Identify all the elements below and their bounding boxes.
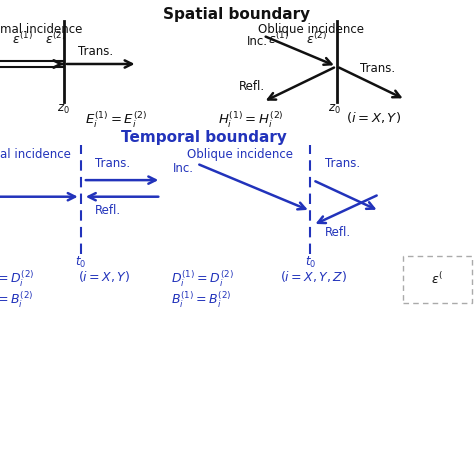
Text: $B_i^{(1)} = B_i^{(2)}$: $B_i^{(1)} = B_i^{(2)}$ xyxy=(171,290,231,310)
FancyBboxPatch shape xyxy=(403,256,472,303)
Text: Refl.: Refl. xyxy=(325,226,351,239)
Text: Refl.: Refl. xyxy=(239,80,265,93)
Text: $(i = X,Y,Z)$: $(i = X,Y,Z)$ xyxy=(280,269,347,284)
Text: $H_i^{(1)} = H_i^{(2)}$: $H_i^{(1)} = H_i^{(2)}$ xyxy=(218,110,284,130)
Text: Spatial boundary: Spatial boundary xyxy=(164,7,310,22)
Text: Inc.: Inc. xyxy=(173,162,194,175)
Text: Refl.: Refl. xyxy=(95,204,121,218)
Text: $z_0$: $z_0$ xyxy=(328,103,341,117)
Text: al incidence: al incidence xyxy=(0,148,71,161)
Text: $(i = X,Y)$: $(i = X,Y)$ xyxy=(346,110,401,125)
Text: $\varepsilon^{(1)}$: $\varepsilon^{(1)}$ xyxy=(268,31,289,47)
Text: Oblique incidence: Oblique incidence xyxy=(187,148,293,161)
Text: $= B_i^{(2)}$: $= B_i^{(2)}$ xyxy=(0,290,34,310)
Text: $E_i^{(1)} = E_i^{(2)}$: $E_i^{(1)} = E_i^{(2)}$ xyxy=(85,110,148,130)
Text: $\varepsilon^{(}$: $\varepsilon^{(}$ xyxy=(431,271,443,287)
Text: mal incidence: mal incidence xyxy=(0,23,82,36)
Text: $(i = X,Y)$: $(i = X,Y)$ xyxy=(78,269,130,284)
Text: Trans.: Trans. xyxy=(78,45,113,58)
Text: $t_0$: $t_0$ xyxy=(75,255,86,270)
Text: $z_0$: $z_0$ xyxy=(57,103,70,117)
Text: $\varepsilon^{(2)}$: $\varepsilon^{(2)}$ xyxy=(45,31,66,47)
Text: Inc.: Inc. xyxy=(246,35,267,48)
Text: Temporal boundary: Temporal boundary xyxy=(121,130,287,146)
Text: Oblique incidence: Oblique incidence xyxy=(258,23,365,36)
Text: Trans.: Trans. xyxy=(95,157,130,170)
Text: Trans.: Trans. xyxy=(325,157,360,170)
Text: $\varepsilon^{(2)}$: $\varepsilon^{(2)}$ xyxy=(306,31,327,47)
Text: $D_i^{(1)} = D_i^{(2)}$: $D_i^{(1)} = D_i^{(2)}$ xyxy=(171,269,233,290)
Text: Trans.: Trans. xyxy=(360,62,395,75)
Text: $\varepsilon^{(1)}$: $\varepsilon^{(1)}$ xyxy=(12,31,33,47)
Text: $= D_i^{(2)}$: $= D_i^{(2)}$ xyxy=(0,269,35,290)
Text: $t_0$: $t_0$ xyxy=(305,255,316,270)
